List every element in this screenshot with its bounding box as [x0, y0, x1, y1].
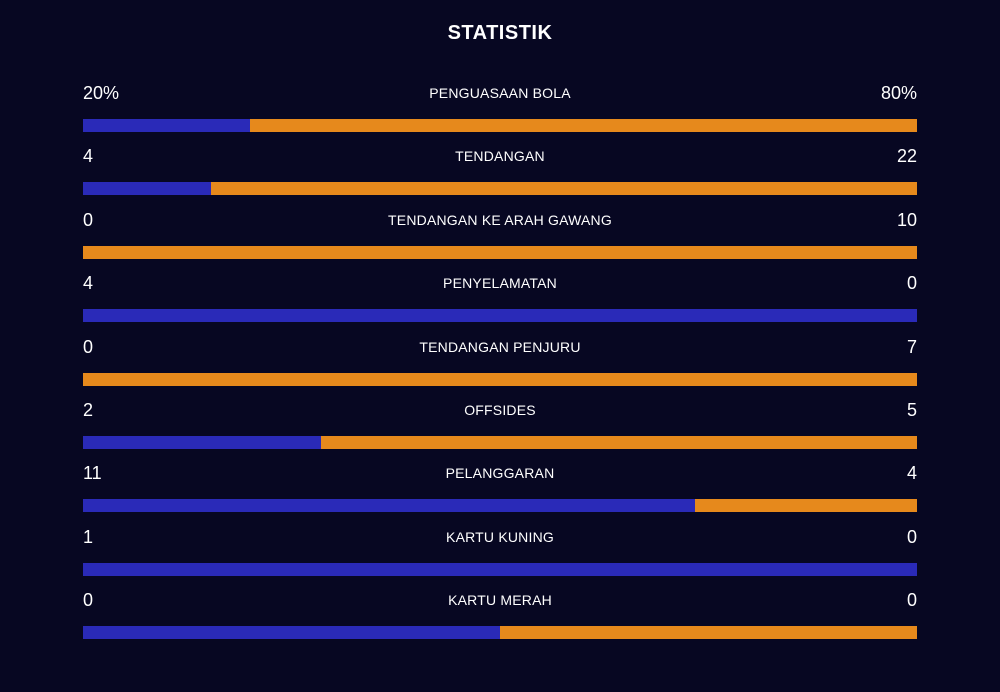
- comparison-bar: [83, 626, 917, 640]
- stat-row-8: 0 KARTU MERAH 0: [83, 587, 917, 650]
- comparison-bar: [83, 182, 917, 196]
- away-value: 80%: [880, 83, 917, 103]
- home-value: 4: [83, 146, 94, 167]
- away-value: 0: [906, 273, 917, 294]
- stat-label: PELANGGARAN: [445, 465, 555, 482]
- stat-row-header: 4 PENYELAMATAN 0: [83, 270, 917, 298]
- away-bar-segment: [249, 119, 917, 132]
- comparison-bar: [83, 562, 917, 576]
- stat-row-header: 0 TENDANGAN KE ARAH GAWANG 10: [83, 207, 917, 235]
- stats-list: 20% PENGUASAAN BOLA 80% 4 TENDANGAN 22: [83, 80, 917, 651]
- stat-row-header: 1 KARTU KUNING 0: [83, 524, 917, 552]
- stat-label: TENDANGAN: [455, 148, 545, 165]
- away-value: 5: [906, 399, 917, 420]
- home-value: 20%: [83, 83, 120, 103]
- away-value: 0: [906, 526, 917, 547]
- stat-row-3: 4 PENYELAMATAN 0: [83, 270, 917, 333]
- stat-row-2: 0 TENDANGAN KE ARAH GAWANG 10: [83, 207, 917, 270]
- home-value: 11: [83, 463, 102, 484]
- stat-row-header: 0 KARTU MERAH 0: [83, 587, 917, 615]
- stat-row-header: 20% PENGUASAAN BOLA 80%: [83, 80, 917, 108]
- away-value: 22: [896, 146, 917, 167]
- stat-row-4: 0 TENDANGAN PENJURU 7: [83, 334, 917, 397]
- home-bar-segment: [83, 309, 917, 323]
- stat-row-1: 4 TENDANGAN 22: [83, 143, 917, 206]
- home-value: 2: [83, 399, 94, 420]
- stat-label: PENYELAMATAN: [443, 275, 557, 292]
- home-value: 0: [83, 336, 94, 357]
- home-bar-segment: [83, 435, 322, 449]
- comparison-bar: [83, 245, 917, 259]
- stat-row-header: 4 TENDANGAN 22: [83, 143, 917, 171]
- stat-label: TENDANGAN PENJURU: [419, 338, 581, 355]
- home-value: 1: [83, 526, 94, 547]
- away-value: 10: [896, 209, 917, 230]
- away-value: 4: [906, 463, 917, 484]
- comparison-bar: [83, 309, 917, 323]
- stat-label: KARTU MERAH: [448, 592, 552, 609]
- away-bar-segment: [321, 435, 917, 449]
- comparison-bar: [83, 372, 917, 386]
- stat-row-7: 1 KARTU KUNING 0: [83, 524, 917, 587]
- home-bar-segment: [83, 182, 212, 196]
- stat-row-5: 2 OFFSIDES 5: [83, 397, 917, 460]
- home-bar-segment: [83, 119, 250, 132]
- stat-label: KARTU KUNING: [446, 528, 554, 545]
- stat-row-header: 2 OFFSIDES 5: [83, 397, 917, 425]
- home-bar-segment: [83, 499, 695, 513]
- away-value: 7: [906, 336, 917, 357]
- away-bar-segment: [500, 626, 917, 640]
- home-value: 0: [83, 590, 94, 611]
- comparison-bar: [83, 499, 917, 513]
- comparison-bar: [83, 119, 917, 132]
- away-bar-segment: [694, 499, 917, 513]
- comparison-bar: [83, 435, 917, 449]
- panel-title: STATISTIK: [447, 22, 553, 44]
- home-bar-segment: [83, 562, 917, 576]
- stat-row-header: 11 PELANGGARAN 4: [83, 460, 917, 488]
- away-bar-segment: [83, 372, 917, 386]
- home-bar-segment: [83, 626, 500, 640]
- stat-row-6: 11 PELANGGARAN 4: [83, 460, 917, 523]
- away-bar-segment: [83, 245, 917, 259]
- stat-label: TENDANGAN KE ARAH GAWANG: [388, 211, 612, 228]
- away-value: 0: [906, 590, 917, 611]
- stat-label: PENGUASAAN BOLA: [429, 85, 571, 101]
- away-bar-segment: [211, 182, 917, 196]
- stat-row-0: 20% PENGUASAAN BOLA 80%: [83, 80, 917, 143]
- stat-label: OFFSIDES: [464, 401, 536, 418]
- home-value: 4: [83, 273, 94, 294]
- stat-row-header: 0 TENDANGAN PENJURU 7: [83, 334, 917, 362]
- home-value: 0: [83, 209, 94, 230]
